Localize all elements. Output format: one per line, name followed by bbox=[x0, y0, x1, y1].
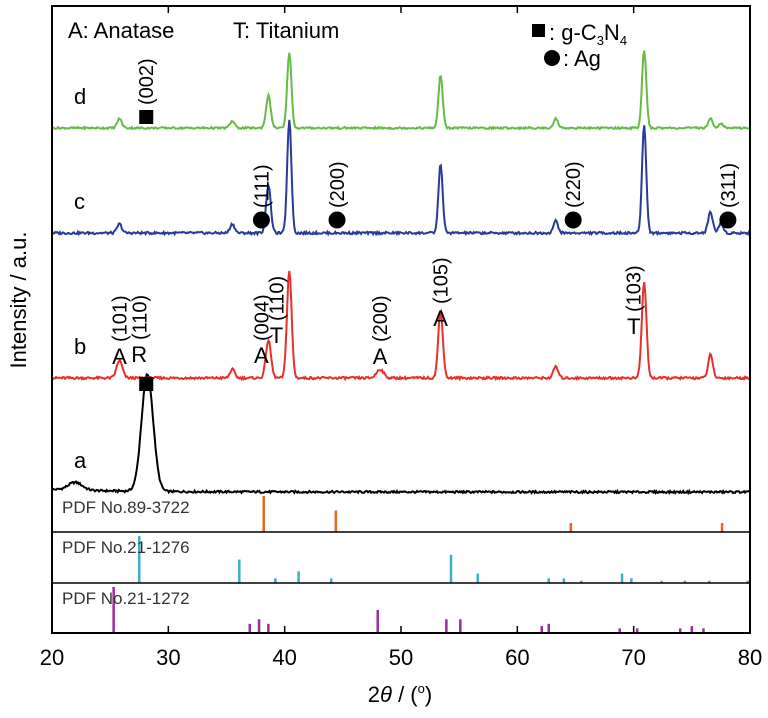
peak-annotations: A(101)R(110)A(004)T(110)A(200) A(105)T(10… bbox=[109, 58, 740, 391]
miller-index-label: (103) bbox=[624, 265, 646, 312]
x-tick-label: 80 bbox=[738, 645, 762, 670]
phase-marker-R: R bbox=[131, 342, 147, 367]
ag-circle-icon bbox=[564, 211, 582, 229]
miller-index-label: (200) bbox=[327, 161, 349, 208]
legend-titanium: T: Titanium bbox=[233, 18, 339, 43]
y-axis-label: Intensity / a.u. bbox=[6, 232, 31, 369]
x-label-theta: θ bbox=[380, 682, 392, 707]
legend-square-icon bbox=[532, 24, 545, 37]
legend-anatase: A: Anatase bbox=[68, 18, 174, 43]
miller-index-label: (111) bbox=[251, 164, 273, 208]
xrd-traces: a b c d bbox=[51, 50, 751, 496]
miller-index-label: (002) bbox=[136, 58, 158, 105]
legend-gcn-sub2: 4 bbox=[620, 33, 627, 48]
legend-circle-icon bbox=[544, 50, 560, 66]
reference-label-3: PDF No.21-1272 bbox=[62, 589, 190, 608]
reference-panels: PDF No.89-3722 PDF No.21-1276 PDF No.21-12… bbox=[62, 496, 749, 633]
series-label-b: b bbox=[74, 334, 86, 359]
phase-marker-T: T bbox=[627, 314, 640, 339]
legend-ag: : Ag bbox=[563, 46, 601, 71]
phase-marker-A: A bbox=[254, 343, 269, 368]
phase-marker-A: A bbox=[373, 344, 388, 369]
reference-label-1: PDF No.89-3722 bbox=[62, 498, 190, 517]
trace-b bbox=[51, 270, 751, 382]
x-tick-label: 60 bbox=[505, 645, 529, 670]
ag-circle-icon bbox=[252, 211, 270, 229]
x-label-mid: / ( bbox=[392, 682, 418, 707]
x-tick-label: 50 bbox=[389, 645, 413, 670]
miller-index-label: (220) bbox=[563, 161, 585, 208]
legend-gcn: : g-C3N4 bbox=[549, 20, 627, 48]
trace-c bbox=[51, 119, 751, 237]
phase-marker-A: A bbox=[433, 306, 448, 331]
miller-index-label: (105) bbox=[431, 257, 453, 304]
x-tick-label: 40 bbox=[272, 645, 296, 670]
x-label-degree: o bbox=[418, 681, 425, 696]
phase-marker-A: A bbox=[112, 344, 127, 369]
x-axis-label: 2θ / (o) bbox=[368, 681, 432, 707]
legend-gcn-n: N bbox=[604, 20, 620, 45]
x-label-2: 2 bbox=[368, 682, 380, 707]
miller-index-label: (200) bbox=[370, 295, 392, 342]
miller-index-label: (110) bbox=[129, 295, 151, 340]
legend-gcn-sub1: 3 bbox=[597, 33, 604, 48]
trace-a bbox=[51, 373, 751, 496]
x-tick-label: 30 bbox=[156, 645, 180, 670]
x-label-end: ) bbox=[425, 682, 432, 707]
gcn-square-icon bbox=[139, 377, 154, 391]
x-axis-ticks: 20 30 40 50 60 70 80 bbox=[40, 6, 762, 670]
reference-label-2: PDF No.21-1276 bbox=[62, 538, 190, 557]
miller-index-label: (101) bbox=[109, 295, 131, 342]
series-label-a: a bbox=[74, 448, 87, 473]
x-tick-label: 20 bbox=[40, 645, 64, 670]
ag-circle-icon bbox=[328, 211, 346, 229]
gcn-square-icon bbox=[139, 110, 154, 124]
series-label-d: d bbox=[74, 84, 86, 109]
miller-index-label: (311) bbox=[718, 163, 740, 208]
trace-d bbox=[51, 50, 751, 131]
legend-gcn-label: : g-C bbox=[549, 20, 597, 45]
series-label-c: c bbox=[74, 189, 85, 214]
x-tick-label: 70 bbox=[621, 645, 645, 670]
ag-circle-icon bbox=[719, 211, 737, 229]
miller-index-label: (004) bbox=[251, 294, 273, 341]
phase-marker-T: T bbox=[270, 323, 283, 348]
miller-index-label: (110) bbox=[267, 276, 289, 321]
